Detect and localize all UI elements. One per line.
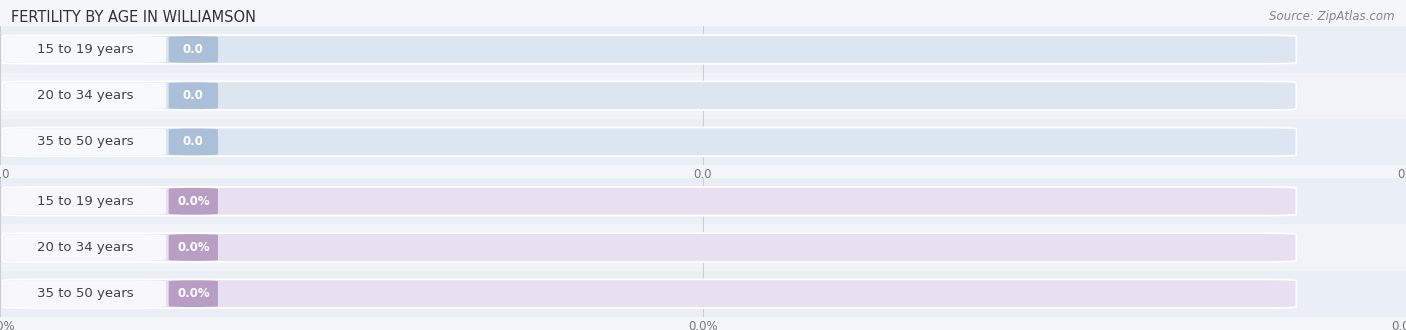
Text: 20 to 34 years: 20 to 34 years	[37, 89, 134, 102]
FancyBboxPatch shape	[4, 234, 166, 261]
FancyBboxPatch shape	[0, 271, 1406, 317]
FancyBboxPatch shape	[0, 119, 1406, 165]
FancyBboxPatch shape	[4, 82, 166, 109]
Text: 0.0%: 0.0%	[177, 241, 209, 254]
Text: FERTILITY BY AGE IN WILLIAMSON: FERTILITY BY AGE IN WILLIAMSON	[11, 10, 256, 25]
FancyBboxPatch shape	[3, 128, 1296, 156]
FancyBboxPatch shape	[3, 280, 1296, 308]
FancyBboxPatch shape	[169, 234, 218, 261]
Text: 15 to 19 years: 15 to 19 years	[37, 195, 134, 208]
FancyBboxPatch shape	[0, 224, 1406, 271]
FancyBboxPatch shape	[4, 36, 166, 63]
FancyBboxPatch shape	[4, 188, 166, 215]
FancyBboxPatch shape	[0, 178, 1406, 224]
Text: Source: ZipAtlas.com: Source: ZipAtlas.com	[1270, 10, 1395, 23]
Text: 0.0: 0.0	[183, 43, 204, 56]
Text: 0.0%: 0.0%	[177, 287, 209, 300]
Text: 35 to 50 years: 35 to 50 years	[37, 287, 134, 300]
FancyBboxPatch shape	[3, 82, 1296, 110]
FancyBboxPatch shape	[3, 233, 1296, 262]
FancyBboxPatch shape	[169, 82, 218, 109]
FancyBboxPatch shape	[0, 26, 1406, 73]
Text: 20 to 34 years: 20 to 34 years	[37, 241, 134, 254]
FancyBboxPatch shape	[4, 280, 166, 307]
Text: 15 to 19 years: 15 to 19 years	[37, 43, 134, 56]
Text: 0.0%: 0.0%	[177, 195, 209, 208]
FancyBboxPatch shape	[3, 187, 1296, 215]
FancyBboxPatch shape	[169, 280, 218, 307]
Text: 35 to 50 years: 35 to 50 years	[37, 135, 134, 148]
FancyBboxPatch shape	[0, 73, 1406, 119]
FancyBboxPatch shape	[169, 188, 218, 215]
FancyBboxPatch shape	[169, 36, 218, 63]
FancyBboxPatch shape	[3, 35, 1296, 64]
FancyBboxPatch shape	[169, 128, 218, 155]
Text: 0.0: 0.0	[183, 135, 204, 148]
Text: 0.0: 0.0	[183, 89, 204, 102]
FancyBboxPatch shape	[4, 128, 166, 155]
